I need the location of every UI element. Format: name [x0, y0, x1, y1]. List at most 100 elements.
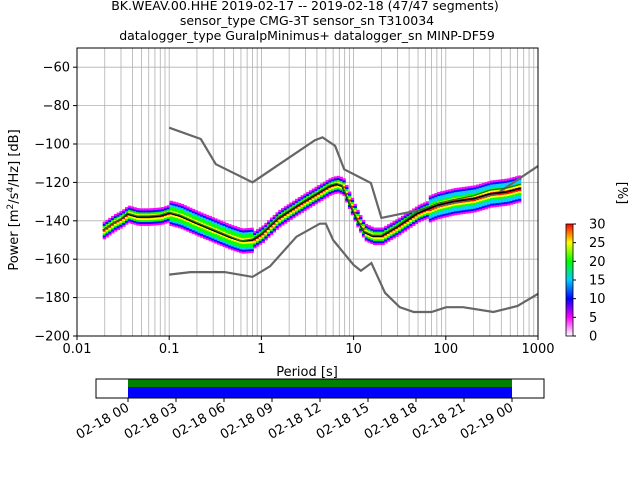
pdf-cell	[403, 215, 408, 219]
pdf-cell	[370, 232, 374, 235]
pdf-cell	[428, 218, 433, 221]
pdf-cell	[428, 202, 433, 206]
pdf-cell	[445, 189, 449, 193]
pdf-cell	[459, 187, 463, 190]
pdf-cell	[203, 227, 207, 230]
pdf-cell	[133, 207, 137, 210]
pdf-cell	[448, 208, 452, 211]
pdf-cell	[289, 217, 293, 221]
pdf-cell	[487, 200, 491, 203]
pdf-cell	[428, 214, 433, 217]
pdf-cell	[147, 219, 151, 223]
pdf-cell	[214, 220, 218, 223]
pdf-cell	[308, 201, 313, 204]
pdf-cell	[492, 189, 497, 192]
pdf-cell	[247, 243, 252, 246]
pdf-cell	[334, 176, 338, 179]
pdf-cell	[253, 244, 257, 247]
pdf-cell	[281, 221, 285, 224]
pdf-cell	[236, 230, 240, 234]
pdf-cell	[425, 212, 430, 215]
pdf-cell	[228, 245, 232, 248]
pdf-cell	[495, 183, 500, 186]
pdf-cell	[322, 197, 327, 200]
pdf-cell	[111, 229, 115, 232]
pdf-cell	[428, 201, 433, 204]
pdf-cell	[303, 195, 307, 198]
pdf-cell	[453, 209, 458, 212]
pdf-cell	[111, 219, 115, 222]
coverage-bar-green	[128, 379, 512, 387]
pdf-cell	[306, 207, 310, 210]
pdf-cell	[258, 236, 263, 240]
x-tick-label: 0.01	[63, 342, 92, 357]
pdf-cell	[364, 233, 369, 236]
pdf-cell	[283, 221, 288, 224]
pdf-cell	[152, 223, 157, 226]
pdf-cell	[166, 209, 171, 212]
pdf-cell	[470, 208, 474, 211]
upper-noise-model-line	[168, 126, 538, 220]
pdf-cell	[180, 213, 185, 216]
pdf-cell	[164, 209, 168, 213]
pdf-cell	[183, 218, 187, 221]
pdf-cell	[478, 187, 483, 190]
pdf-cell	[439, 216, 444, 219]
pdf-cell	[490, 201, 494, 204]
pdf-cell	[317, 200, 321, 203]
pdf-cell	[177, 226, 182, 229]
pdf-cell	[347, 199, 352, 202]
pdf-cell	[364, 225, 369, 229]
pdf-cell	[487, 181, 491, 184]
pdf-cell	[414, 220, 419, 223]
pdf-cell	[476, 186, 480, 189]
pdf-cell	[200, 231, 204, 234]
pdf-cell	[361, 227, 366, 230]
pdf-cell	[116, 224, 121, 227]
pdf-cell	[501, 194, 505, 197]
pdf-cell	[306, 195, 310, 198]
pdf-cell	[459, 189, 463, 192]
pdf-cell	[108, 231, 112, 234]
pdf-cell	[247, 249, 252, 252]
pdf-cell	[364, 239, 369, 242]
pdf-cell	[361, 233, 366, 236]
pdf-cell	[269, 217, 274, 220]
pdf-cell	[325, 195, 330, 198]
pdf-cell	[300, 195, 304, 198]
pdf-cell	[172, 222, 176, 225]
pdf-cell	[409, 221, 413, 224]
pdf-cell	[342, 178, 346, 181]
pdf-cell	[373, 231, 377, 234]
pdf-cell	[189, 215, 193, 218]
pdf-cell	[175, 223, 179, 226]
pdf-cell	[225, 230, 229, 233]
pdf-cell	[425, 208, 430, 212]
pdf-cell	[451, 211, 455, 214]
pdf-cell	[476, 188, 480, 191]
pdf-cell	[484, 191, 488, 194]
pdf-cell	[353, 217, 357, 220]
pdf-cell	[375, 242, 380, 246]
pdf-cell	[425, 205, 430, 208]
pdf-cell	[261, 227, 265, 230]
pdf-cell	[261, 225, 265, 228]
pdf-cell	[373, 240, 377, 244]
pdf-cell	[478, 204, 483, 208]
pdf-cell	[386, 239, 391, 242]
pdf-cell	[292, 212, 296, 215]
pdf-cell	[239, 243, 243, 246]
pdf-cell	[116, 225, 121, 229]
pdf-cell	[451, 207, 455, 211]
pdf-cell	[445, 214, 449, 218]
pdf-cell	[386, 233, 391, 237]
pdf-cell	[484, 201, 488, 204]
pdf-cell	[283, 215, 288, 218]
pdf-cell	[515, 201, 519, 204]
pdf-cell	[116, 227, 121, 231]
pdf-cell	[278, 219, 282, 222]
pdf-cell	[470, 204, 474, 208]
pdf-cell	[233, 247, 238, 250]
pdf-cell	[445, 195, 449, 198]
pdf-cell	[244, 247, 249, 250]
